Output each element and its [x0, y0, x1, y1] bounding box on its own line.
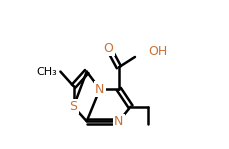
Text: S: S — [70, 100, 78, 113]
Text: N: N — [95, 83, 105, 96]
Text: OH: OH — [148, 45, 167, 58]
Text: N: N — [114, 115, 124, 128]
Text: O: O — [104, 42, 114, 55]
Text: CH₃: CH₃ — [37, 67, 57, 77]
